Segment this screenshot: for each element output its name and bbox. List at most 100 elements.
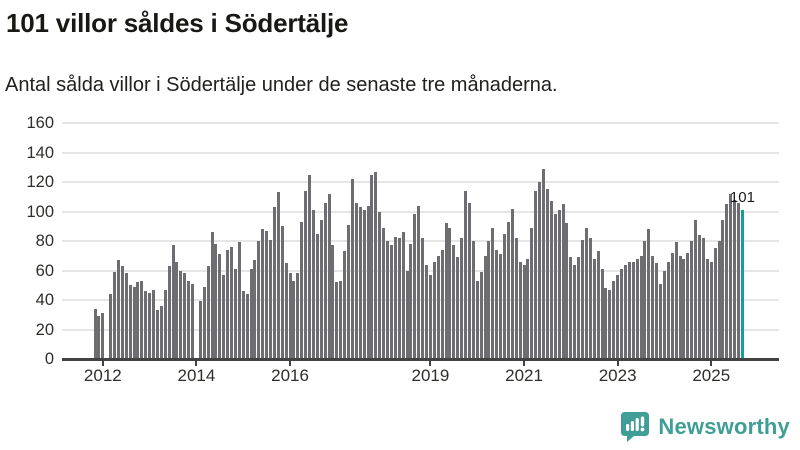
bar bbox=[97, 316, 101, 359]
bar bbox=[347, 224, 351, 359]
bar bbox=[214, 243, 218, 359]
bar bbox=[230, 246, 234, 359]
bar bbox=[530, 227, 534, 359]
bar bbox=[163, 289, 167, 359]
x-tick-label: 2025 bbox=[692, 366, 731, 385]
bar bbox=[401, 232, 405, 359]
bar bbox=[452, 245, 456, 359]
axis-tick bbox=[616, 360, 619, 366]
x-tick-label: 2016 bbox=[271, 366, 309, 385]
bar bbox=[93, 308, 97, 359]
bar bbox=[467, 202, 471, 359]
bar bbox=[308, 174, 312, 359]
bar bbox=[171, 245, 175, 359]
bar bbox=[522, 264, 526, 359]
bar bbox=[514, 238, 518, 359]
y-tick-label: 120 bbox=[26, 173, 54, 191]
bar bbox=[495, 249, 499, 359]
highlight-bar bbox=[740, 210, 744, 359]
bar bbox=[596, 251, 600, 359]
bar bbox=[561, 204, 565, 359]
bar bbox=[577, 257, 581, 359]
bar bbox=[296, 273, 300, 359]
bar bbox=[183, 273, 187, 359]
bar bbox=[148, 292, 152, 359]
plot-area bbox=[62, 122, 779, 359]
bar bbox=[276, 192, 280, 359]
y-tick-label: 80 bbox=[35, 232, 54, 250]
bar bbox=[241, 291, 245, 359]
bar bbox=[627, 261, 631, 359]
bar bbox=[405, 270, 409, 359]
bar bbox=[604, 288, 608, 359]
bar bbox=[343, 251, 347, 359]
bar bbox=[666, 261, 670, 359]
chart-subtitle: Antal sålda villor i Södertälje under de… bbox=[5, 74, 558, 96]
axis-tick bbox=[289, 360, 292, 366]
bar bbox=[464, 190, 468, 359]
bar bbox=[304, 190, 308, 359]
bar bbox=[600, 269, 604, 359]
bar bbox=[506, 221, 510, 359]
grid-line bbox=[62, 210, 779, 213]
bar bbox=[327, 193, 331, 359]
bar bbox=[280, 226, 284, 359]
bar bbox=[534, 190, 538, 359]
bar bbox=[152, 289, 156, 359]
bar bbox=[288, 273, 292, 359]
bar bbox=[698, 235, 702, 359]
bar bbox=[374, 171, 378, 359]
bar bbox=[471, 241, 475, 359]
bar bbox=[393, 236, 397, 359]
bar bbox=[187, 280, 191, 359]
bar bbox=[581, 239, 585, 359]
bar bbox=[358, 207, 362, 359]
bar bbox=[155, 310, 159, 359]
bar bbox=[432, 261, 436, 359]
bar bbox=[643, 241, 647, 359]
newsworthy-icon bbox=[620, 411, 651, 442]
grid-line bbox=[62, 181, 779, 183]
axis-tick bbox=[523, 360, 526, 366]
bar bbox=[651, 255, 655, 359]
bar bbox=[709, 261, 713, 359]
bar bbox=[510, 208, 514, 359]
bar bbox=[389, 245, 393, 359]
bar bbox=[397, 238, 401, 359]
y-tick-label: 20 bbox=[35, 320, 54, 339]
bar bbox=[218, 254, 222, 359]
y-tick-label: 160 bbox=[26, 114, 54, 132]
bar bbox=[725, 204, 729, 359]
bar bbox=[425, 264, 429, 359]
bar bbox=[136, 282, 140, 359]
axis-tick bbox=[710, 360, 713, 366]
y-tick-label: 40 bbox=[35, 291, 54, 309]
bar bbox=[300, 221, 304, 359]
bar bbox=[253, 260, 257, 359]
bar bbox=[503, 233, 507, 359]
bar bbox=[354, 202, 358, 359]
grid-line bbox=[62, 269, 779, 272]
x-tick-label: 2023 bbox=[598, 366, 637, 385]
bar bbox=[167, 266, 171, 359]
bar bbox=[526, 258, 530, 359]
newsworthy-logo-text: Newsworthy bbox=[658, 413, 790, 439]
bar bbox=[245, 294, 249, 359]
bar bbox=[382, 227, 386, 359]
bar bbox=[518, 261, 522, 359]
axis-tick bbox=[429, 360, 432, 366]
grid-line bbox=[62, 151, 779, 154]
bar bbox=[713, 248, 717, 359]
bar bbox=[573, 264, 577, 359]
axis-tick bbox=[195, 360, 198, 366]
y-tick-label: 0 bbox=[44, 350, 54, 368]
bar bbox=[386, 241, 390, 359]
bar bbox=[202, 286, 206, 359]
x-tick-label: 2021 bbox=[505, 366, 543, 385]
bar bbox=[237, 242, 241, 359]
x-tick-label: 2019 bbox=[411, 366, 450, 385]
x-axis-line bbox=[62, 358, 779, 361]
bar bbox=[113, 271, 117, 359]
bar bbox=[460, 238, 464, 359]
bar bbox=[284, 263, 288, 359]
